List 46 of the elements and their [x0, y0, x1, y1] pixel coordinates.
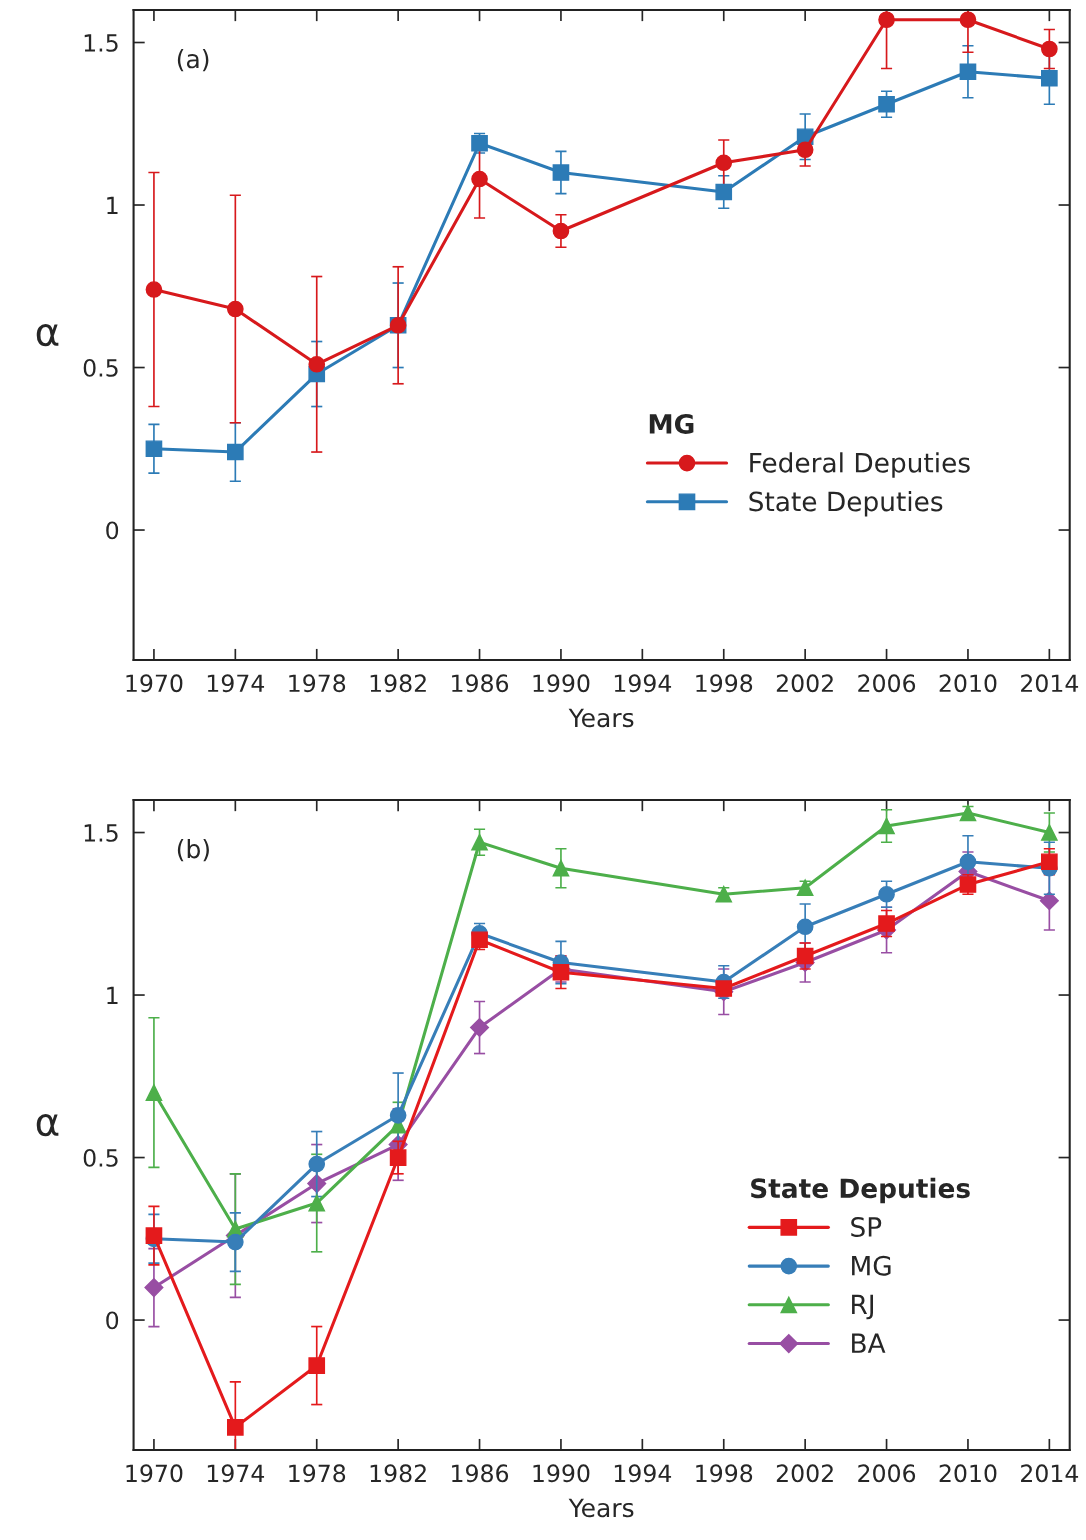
x-tick-label: 1982 [370, 674, 426, 693]
y-tick-label: 1 [107, 986, 118, 1005]
legend-label: RJ [852, 1294, 874, 1320]
legend-label: MG [852, 1255, 891, 1276]
x-tick-label: 1994 [614, 1464, 672, 1483]
legend-label: SP [851, 1217, 882, 1237]
y-tick-label: 0 [106, 521, 119, 540]
x-tick-label: 2002 [776, 674, 833, 693]
y-axis-title: α [36, 324, 59, 347]
x-tick-label: 1970 [126, 1464, 183, 1483]
legend-label: State Deputies [749, 491, 943, 517]
annotation: (b) [177, 839, 209, 862]
y-tick-label: 1.5 [84, 34, 118, 52]
legend-title: MG [649, 414, 694, 434]
x-tick-label: 1982 [370, 1464, 426, 1483]
x-tick-label: 1990 [533, 1464, 590, 1483]
x-tick-label: 1998 [696, 674, 753, 693]
x-tick-label: 1974 [207, 674, 265, 693]
x-tick-label: 2014 [1021, 1464, 1079, 1483]
legend-title: State Deputies [751, 1177, 970, 1204]
x-tick-label: 2010 [939, 1464, 997, 1483]
x-tick-label: 1986 [452, 1464, 509, 1483]
x-tick-label: 2014 [1021, 674, 1079, 693]
x-tick-label: 1978 [289, 674, 346, 693]
y-tick-label: 1 [107, 196, 118, 214]
y-tick-label: 0 [106, 1311, 119, 1330]
x-tick-label: 1994 [614, 674, 672, 693]
x-tick-label: 1998 [696, 1464, 753, 1483]
y-axis-title: α [36, 1114, 59, 1137]
x-tick-label: 2006 [858, 1464, 916, 1483]
x-tick-label: 2002 [776, 1464, 833, 1483]
annotation: (a) [177, 49, 209, 72]
y-tick-label: 0.5 [83, 1149, 118, 1167]
legend-label: BA [852, 1333, 886, 1353]
y-tick-label: 1.5 [84, 824, 118, 842]
legend-label: Federal Deputies [750, 452, 970, 478]
x-tick-label: 2006 [858, 674, 916, 693]
x-tick-label: 2010 [939, 674, 997, 693]
x-tick-label: 1974 [207, 1464, 265, 1483]
x-tick-label: 1970 [126, 674, 183, 693]
x-axis-title: Years [568, 708, 634, 728]
x-axis-title: Years [568, 1498, 634, 1518]
x-tick-label: 1978 [289, 1464, 346, 1483]
x-tick-label: 1990 [533, 674, 590, 693]
y-tick-label: 0.5 [83, 358, 118, 377]
x-tick-label: 1986 [452, 674, 509, 693]
